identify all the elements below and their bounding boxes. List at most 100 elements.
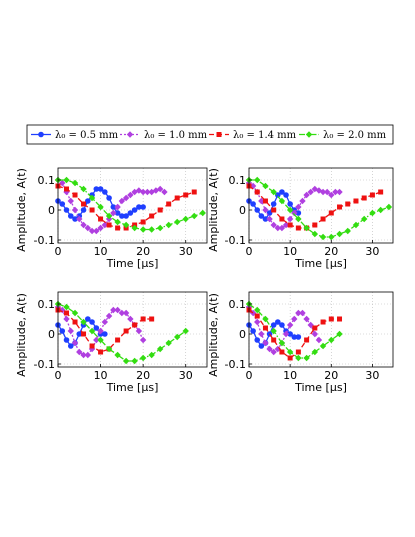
legend-marker (38, 131, 44, 138)
data-point (279, 189, 285, 195)
data-point (166, 201, 172, 207)
data-point (377, 206, 384, 214)
data-point (114, 218, 121, 226)
data-point (81, 201, 87, 207)
data-point (67, 327, 74, 335)
data-point (114, 203, 121, 211)
data-point (295, 203, 302, 211)
data-point (369, 209, 376, 217)
data-point (336, 230, 343, 238)
data-point (254, 313, 260, 319)
data-point (312, 222, 318, 228)
legend-label: λ₀ = 0.5 mm (55, 130, 119, 141)
y-axis-label: Amplitude, A(t) (207, 293, 220, 377)
data-point (63, 188, 70, 196)
data-point (270, 348, 277, 356)
data-point (271, 207, 277, 213)
axes-frame (57, 167, 208, 244)
panel-d: Amplitude, A(t) Time [μs] d. 0102030-0.1… (207, 291, 394, 394)
data-point (278, 197, 286, 205)
data-point (105, 212, 113, 220)
y-axis-label: Amplitude, A(t) (207, 168, 220, 252)
x-tick-label: 30 (365, 369, 379, 382)
data-point (295, 354, 302, 362)
data-point (97, 203, 104, 211)
data-point (67, 197, 74, 205)
data-point (286, 206, 294, 214)
plot-background (58, 168, 207, 243)
data-point (270, 188, 277, 196)
series-line (248, 306, 320, 353)
data-point (295, 210, 302, 216)
legend-marker-1 (126, 131, 134, 138)
data-point (80, 185, 87, 193)
data-point (295, 349, 301, 355)
data-point (307, 188, 314, 196)
data-point (332, 188, 339, 196)
data-point (295, 225, 301, 231)
data-point (59, 201, 66, 207)
data-point (64, 186, 70, 192)
data-point (328, 191, 335, 199)
plot-background (249, 292, 393, 367)
x-tick-label: 10 (283, 369, 297, 382)
data-point (63, 315, 70, 323)
data-point (80, 318, 87, 326)
data-point (81, 331, 87, 337)
data-point (63, 207, 70, 213)
data-point (84, 351, 91, 359)
data-point (80, 221, 87, 229)
data-point (59, 328, 66, 334)
data-point (191, 189, 197, 195)
axes-frame (248, 167, 394, 244)
y-tick-label: 0.1 (38, 174, 56, 187)
data-point (287, 222, 293, 228)
x-axis-label: Time [μs] (294, 257, 347, 270)
series-line (57, 306, 144, 356)
data-point (161, 188, 168, 196)
data-point (336, 188, 343, 196)
data-point (131, 224, 138, 232)
legend-entry: λ₀ = 1.0 mm (120, 130, 208, 141)
data-point (319, 342, 327, 350)
data-point (80, 351, 87, 359)
data-point (328, 210, 334, 216)
data-point (378, 189, 384, 195)
data-point (76, 348, 83, 356)
data-point (274, 224, 281, 232)
data-point (156, 345, 164, 353)
data-point (199, 209, 206, 217)
data-point (174, 218, 181, 226)
data-point (311, 330, 319, 338)
data-point (312, 325, 318, 331)
data-point (88, 227, 96, 235)
data-point (72, 216, 78, 222)
data-point (123, 213, 129, 219)
panel-c: Amplitude, A(t) Time [μs] c. 0102030-0.1… (15, 291, 208, 394)
data-point (303, 354, 310, 362)
data-point (127, 191, 134, 199)
data-point (191, 212, 198, 220)
data-point (361, 195, 367, 201)
panel-a: Amplitude, A(t) Time [μs] a. 0102030-0.1… (15, 167, 208, 270)
data-point (76, 331, 83, 337)
legend-marker-2 (216, 132, 222, 137)
data-point (295, 334, 302, 340)
data-point (262, 339, 269, 347)
data-point (149, 213, 155, 219)
legend: λ₀ = 0.5 mm λ₀ = 1.0 mm λ₀ = 1.4 mm λ₀ =… (26, 124, 394, 145)
data-point (279, 349, 285, 355)
data-point (270, 201, 277, 207)
data-point (139, 188, 147, 196)
data-point (254, 318, 261, 326)
data-point (80, 207, 87, 213)
data-point (139, 336, 147, 344)
data-point (115, 337, 121, 343)
data-point (106, 222, 112, 228)
data-point (72, 192, 78, 198)
data-point (131, 188, 138, 196)
y-axis-label: Amplitude, A(t) (15, 293, 28, 377)
data-point (320, 319, 326, 325)
data-point (182, 327, 189, 335)
data-point (258, 330, 265, 338)
